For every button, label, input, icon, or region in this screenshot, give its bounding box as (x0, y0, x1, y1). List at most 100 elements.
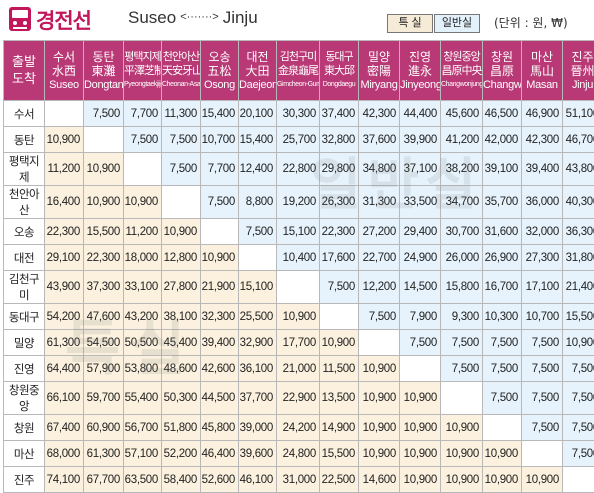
fare-cell-special: 61,300 (84, 441, 124, 467)
fare-cell-general: 30,700 (441, 219, 483, 245)
fare-cell-special: 39,400 (201, 330, 239, 356)
column-header-english: Gimcheon-Gumi (277, 78, 319, 92)
fare-cell-empty (359, 330, 400, 356)
fare-cell-special: 22,900 (277, 382, 320, 415)
column-header-english: Osong (201, 78, 238, 92)
fare-cell-general: 31,600 (483, 219, 522, 245)
fare-cell-special: 32,900 (239, 330, 277, 356)
column-header-english: Dongdaegu (320, 78, 358, 92)
fare-cell-general: 45,600 (441, 101, 483, 127)
fare-cell-special: 46,400 (201, 441, 239, 467)
fare-cell-general: 32,800 (320, 127, 359, 153)
fare-cell-special: 61,300 (45, 330, 84, 356)
fare-cell-general: 26,900 (483, 245, 522, 271)
column-header-english: Changwon (483, 78, 521, 92)
fare-cell-general: 30,300 (277, 101, 320, 127)
fare-cell-special: 11,200 (124, 219, 162, 245)
fare-cell-special: 10,900 (359, 382, 400, 415)
column-header-station: 창원昌原Changwon (483, 41, 522, 101)
fare-cell-special: 17,700 (277, 330, 320, 356)
fare-cell-special: 10,900 (400, 441, 441, 467)
fare-cell-special: 52,600 (201, 467, 239, 493)
row-header-station: 진주 (4, 467, 45, 493)
fare-cell-general: 31,800 (563, 245, 594, 271)
fare-cell-special: 54,200 (45, 304, 84, 330)
fare-cell-general: 17,600 (320, 245, 359, 271)
column-header-english: Jinju (563, 78, 594, 92)
fare-cell-special: 45,400 (162, 330, 201, 356)
fare-cell-empty (483, 415, 522, 441)
fare-cell-special: 10,900 (124, 186, 162, 219)
column-header-hanja: 進永 (400, 64, 440, 78)
fare-cell-special: 57,900 (84, 356, 124, 382)
fare-cell-special: 21,900 (201, 271, 239, 304)
row-header-station: 오송 (4, 219, 45, 245)
fare-cell-general: 29,800 (320, 153, 359, 186)
fare-cell-special: 48,600 (162, 356, 201, 382)
fare-cell-general: 37,400 (320, 101, 359, 127)
fare-cell-special: 10,900 (441, 415, 483, 441)
fare-cell-empty (162, 186, 201, 219)
fare-cell-general: 7,500 (441, 356, 483, 382)
fare-cell-general: 41,200 (441, 127, 483, 153)
fare-cell-special: 45,800 (201, 415, 239, 441)
fare-cell-general: 7,500 (522, 415, 563, 441)
column-header-hanja: 水西 (45, 64, 83, 78)
fare-cell-special: 39,600 (239, 441, 277, 467)
column-header-hanja: 金泉龜尾 (277, 64, 319, 78)
column-header-hanja: 晉州 (563, 64, 594, 78)
fare-cell-general: 17,100 (522, 271, 563, 304)
fare-cell-general: 15,400 (201, 101, 239, 127)
fare-cell-general: 7,500 (563, 356, 594, 382)
column-header-hanja: 東大邱 (320, 64, 358, 78)
column-header-korean: 오송 (201, 50, 238, 64)
column-header-korean: 진영 (400, 50, 440, 64)
fare-cell-special: 11,200 (45, 153, 84, 186)
fare-cell-general: 11,300 (162, 101, 201, 127)
column-header-hanja: 馬山 (522, 64, 562, 78)
fare-cell-general: 7,500 (162, 127, 201, 153)
corner-arrival: 도착 (4, 71, 44, 88)
fare-cell-special: 10,900 (45, 127, 84, 153)
fare-cell-empty (84, 127, 124, 153)
fare-cell-special: 39,000 (239, 415, 277, 441)
fare-cell-special: 56,700 (124, 415, 162, 441)
fare-cell-special: 31,000 (277, 467, 320, 493)
fare-cell-general: 10,700 (522, 304, 563, 330)
fare-cell-general: 7,500 (483, 356, 522, 382)
fare-cell-general: 7,500 (522, 330, 563, 356)
column-header-hanja: 天安牙山 (162, 64, 200, 78)
fare-cell-general: 7,500 (162, 153, 201, 186)
fare-cell-general: 42,300 (359, 101, 400, 127)
fare-cell-special: 11,500 (320, 356, 359, 382)
fare-cell-empty (124, 153, 162, 186)
fare-cell-general: 39,400 (522, 153, 563, 186)
corner-departure: 출발 (4, 54, 44, 71)
fare-cell-general: 26,000 (441, 245, 483, 271)
fare-cell-special: 55,400 (124, 382, 162, 415)
column-header-english: Dongtan (84, 78, 123, 92)
column-header-korean: 천안아산 (162, 50, 200, 64)
route-title: Suseo<·······>Jinju (128, 8, 258, 28)
fare-cell-general: 14,500 (400, 271, 441, 304)
fare-cell-general: 20,100 (239, 101, 277, 127)
column-header-hanja: 密陽 (359, 64, 399, 78)
fare-cell-special: 10,900 (441, 467, 483, 493)
fare-cell-empty (320, 304, 359, 330)
fare-cell-general: 7,700 (124, 101, 162, 127)
column-header-korean: 동대구 (320, 50, 358, 64)
column-header-station: 창원중앙昌原中央Changwonjungang (441, 41, 483, 101)
fare-cell-special: 14,900 (320, 415, 359, 441)
row-header-station: 수서 (4, 101, 45, 127)
fare-cell-general: 9,300 (441, 304, 483, 330)
row-header-station: 천안아산 (4, 186, 45, 219)
